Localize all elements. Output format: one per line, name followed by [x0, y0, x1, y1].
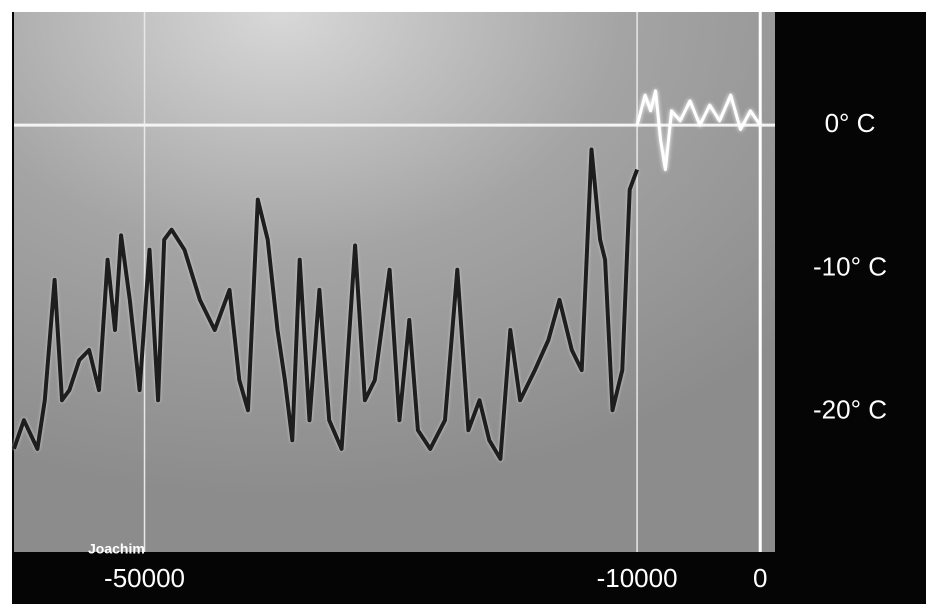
plot-layer — [12, 12, 775, 552]
y-tick-label: -20° C — [813, 395, 887, 425]
x-tick-label: -10000 — [597, 563, 678, 593]
annotation: Joachim — [88, 541, 145, 557]
y-tick-label: -10° C — [813, 251, 887, 281]
line-series — [12, 147, 639, 461]
x-tick-label: 0 — [753, 563, 767, 593]
y-tick-label: 0° C — [825, 108, 876, 138]
x-tick-label: -50000 — [104, 563, 185, 593]
line-series — [635, 89, 762, 172]
